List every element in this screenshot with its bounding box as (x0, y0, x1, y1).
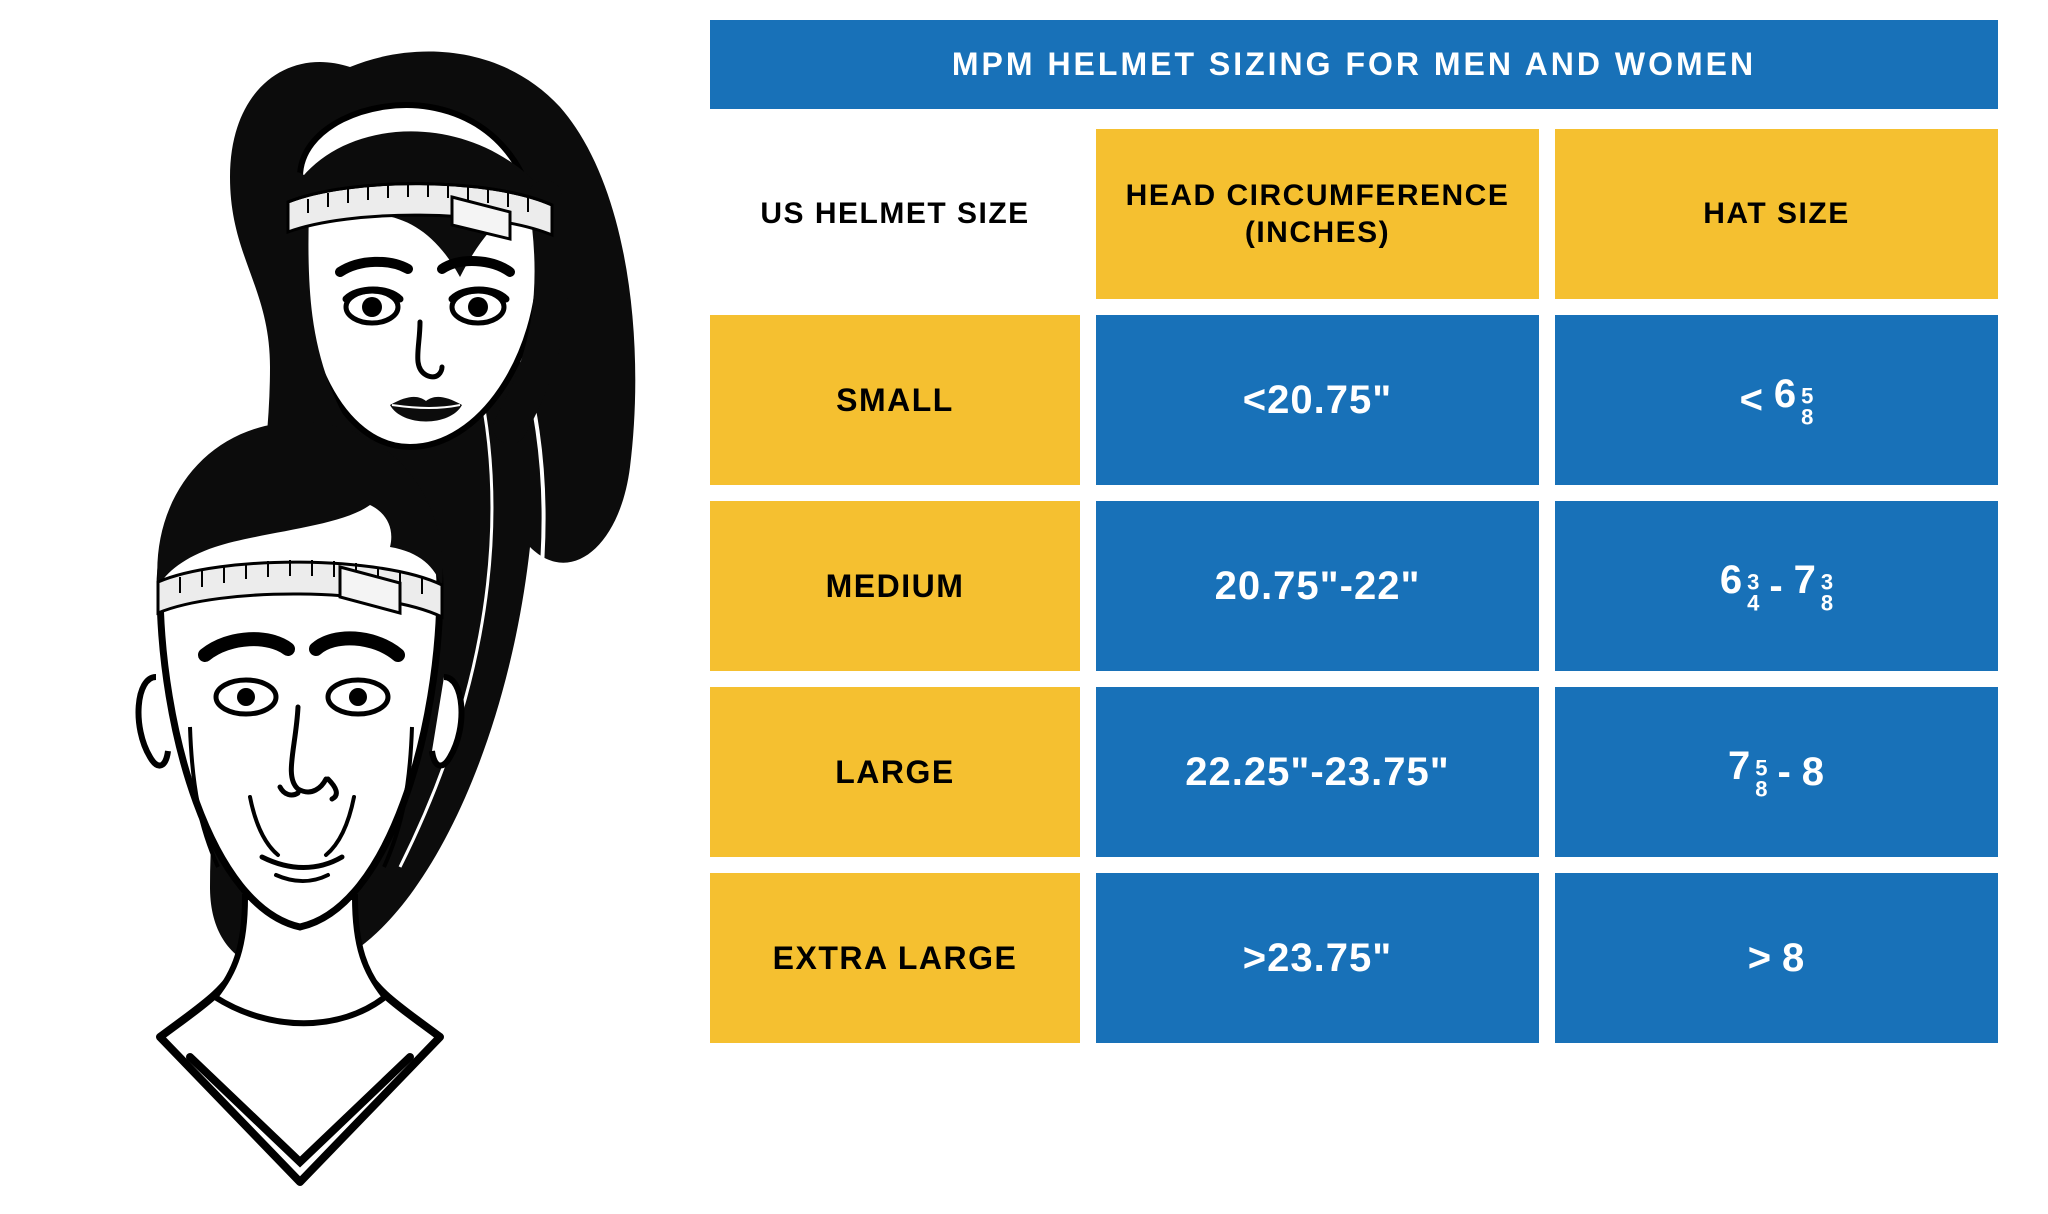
circumference-xlarge: >23.75" (1096, 873, 1539, 1043)
sizing-table-area: MPM HELMET SIZING FOR MEN AND WOMEN US H… (690, 20, 2008, 1194)
hat-size-medium: 634 - 738 (1555, 501, 1998, 671)
sizing-table: US HELMET SIZE HEAD CIRCUMFERENCE (INCHE… (710, 129, 1998, 1043)
size-label-medium: MEDIUM (710, 501, 1080, 671)
header-hat-size: HAT SIZE (1555, 129, 1998, 299)
circumference-small: <20.75" (1096, 315, 1539, 485)
size-label-xlarge: EXTRA LARGE (710, 873, 1080, 1043)
hat-size-small: <658 (1555, 315, 1998, 485)
size-label-small: SMALL (710, 315, 1080, 485)
circumference-medium: 20.75"-22" (1096, 501, 1539, 671)
header-helmet-size: US HELMET SIZE (710, 129, 1080, 299)
hat-size-large: 758 - 8 (1555, 687, 1998, 857)
header-circumference: HEAD CIRCUMFERENCE (INCHES) (1096, 129, 1539, 299)
size-label-large: LARGE (710, 687, 1080, 857)
sizing-chart-page: MPM HELMET SIZING FOR MEN AND WOMEN US H… (0, 0, 2048, 1214)
chart-title: MPM HELMET SIZING FOR MEN AND WOMEN (710, 20, 1998, 109)
head-measurement-illustration (40, 20, 690, 1194)
hat-size-xlarge: >8 (1555, 873, 1998, 1043)
circumference-large: 22.25"-23.75" (1096, 687, 1539, 857)
